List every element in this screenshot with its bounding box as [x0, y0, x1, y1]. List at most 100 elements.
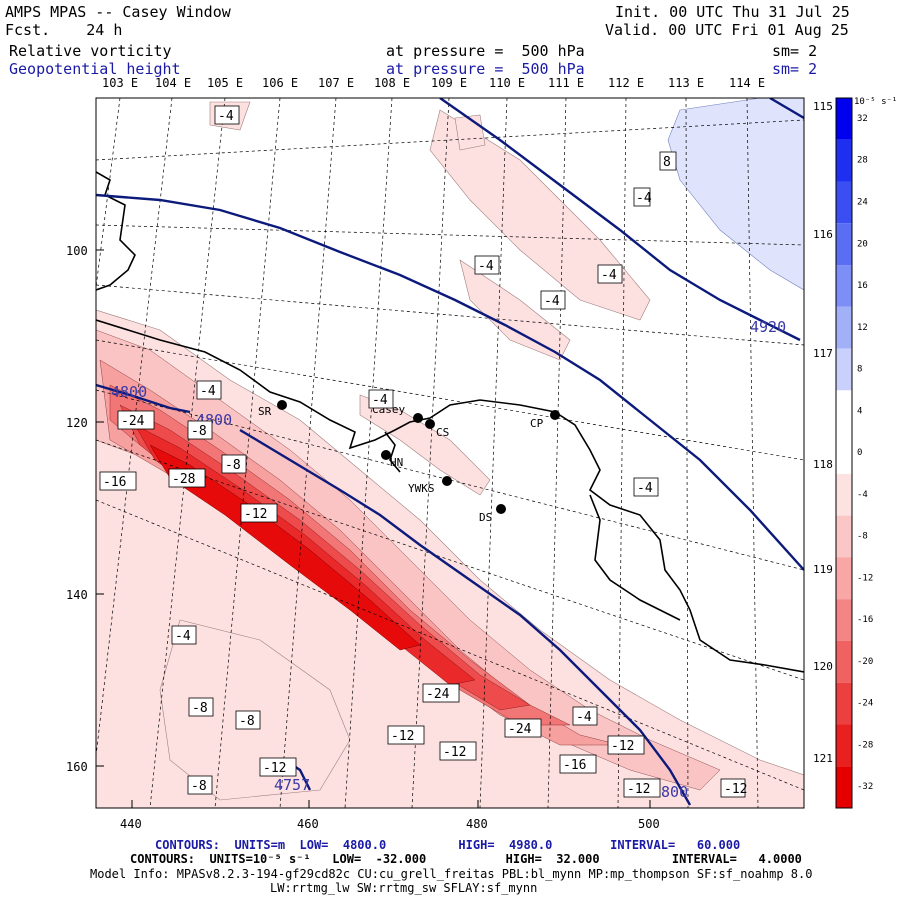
vorticity-labels: -4 8 -4 -4 -4 -4 -4 -4 -4 -24 -8 -8 -16 … [99, 105, 747, 798]
station-ds [496, 504, 506, 514]
colorbar-swatch [836, 557, 852, 600]
init-time: Init. 00 UTC Thu 31 Jul 25 [615, 3, 850, 21]
colorbar-swatch [836, 306, 852, 349]
svg-text:120: 120 [66, 416, 88, 430]
lon-label-103: 103 E [102, 76, 139, 90]
lon-label-113: 113 E [668, 76, 705, 90]
lon-label-111: 111 E [548, 76, 585, 90]
vorticity-fill-upper [429, 109, 651, 321]
svg-text:-24: -24 [426, 687, 450, 702]
svg-text:-12: -12 [263, 761, 286, 776]
station-markers [277, 400, 560, 514]
valid-time: Valid. 00 UTC Fri 01 Aug 25 [605, 21, 849, 39]
colorbar-label: 20 [857, 239, 868, 249]
colorbar-label: 4 [857, 406, 862, 416]
height-label-4800-c: 4800 [652, 783, 688, 801]
lon-label-110: 110 E [489, 76, 526, 90]
svg-text:440: 440 [120, 817, 142, 831]
lon-label-108: 108 E [374, 76, 411, 90]
colorbar-swatch [836, 348, 852, 391]
station-label-cs: CS [436, 426, 449, 439]
svg-text:-4: -4 [576, 710, 592, 725]
colorbar-swatch [836, 265, 852, 307]
colorbar-swatch [836, 139, 852, 182]
colorbar-label: 12 [857, 323, 868, 333]
lat-lon-grid [96, 98, 804, 808]
colorbar-label: -8 [857, 532, 868, 542]
svg-text:-16: -16 [103, 475, 126, 490]
colorbar-label: 16 [857, 281, 868, 291]
height-label-4757: 4757 [274, 776, 310, 794]
svg-text:100: 100 [66, 244, 88, 258]
colorbar-swatch [836, 432, 852, 474]
svg-text:-28: -28 [172, 472, 195, 487]
plot-area: SR Casey CS HN YWKS DS CP 4800 4800 4920… [96, 98, 804, 808]
svg-text:-4: -4 [601, 268, 617, 283]
colorbar-label: -24 [857, 699, 873, 709]
svg-text:-4: -4 [637, 481, 653, 496]
svg-text:-8: -8 [239, 714, 255, 729]
colorbar-label: 8 [857, 365, 862, 375]
station-cp [550, 410, 560, 420]
svg-text:-4: -4 [218, 109, 234, 124]
svg-text:8: 8 [663, 155, 671, 170]
height-contour-info: CONTOURS: UNITS=m LOW= 4800.0 HIGH= 4980… [155, 838, 741, 852]
lon-label-112: 112 E [608, 76, 645, 90]
colorbar-label: 32 [857, 114, 868, 124]
station-label-ds: DS [479, 511, 492, 524]
svg-text:-4: -4 [544, 294, 560, 309]
lon-label-105: 105 E [207, 76, 244, 90]
height-labels: 4800 4800 4920 4757 4800 [111, 318, 786, 801]
colorbar-swatch [836, 599, 852, 641]
lon-label-114: 114 E [729, 76, 766, 90]
svg-text:-8: -8 [225, 458, 241, 473]
height-contours [96, 98, 804, 806]
station-label-hn: HN [390, 456, 403, 469]
vorticity-fill-light-2 [159, 619, 351, 801]
station-label-ywks: YWKS [408, 482, 435, 495]
svg-text:-12: -12 [443, 745, 466, 760]
svg-text:-12: -12 [391, 729, 414, 744]
forecast-hour: Fcst. 24 h [5, 21, 123, 39]
colorbar-swatch [836, 223, 852, 266]
svg-text:160: 160 [66, 760, 88, 774]
vorticity-fill-upper-2 [459, 259, 571, 361]
y-tick-labels: 100 120 140 160 [66, 244, 88, 774]
model-info: Model Info: MPASv8.2.3-194-gf29cd82c CU:… [90, 867, 813, 881]
pressure-level-vorticity: at pressure = 500 hPa [386, 42, 585, 60]
svg-text:-16: -16 [563, 758, 586, 773]
colorbar-label: -28 [857, 740, 873, 750]
colorbar-swatch [836, 640, 852, 683]
model-physics-info: LW:rrtmg_lw SW:rrtmg_sw SFLAY:sf_mynn [270, 881, 538, 895]
vorticity-contour-info: CONTOURS: UNITS=10⁻⁵ s⁻¹ LOW= -32.000 HI… [130, 852, 802, 866]
lon-label-107: 107 E [318, 76, 355, 90]
coastline [96, 171, 804, 673]
colorbar-swatch [836, 473, 852, 516]
colorbar-label: 0 [857, 448, 862, 458]
station-hn [381, 450, 391, 460]
svg-text:-4: -4 [372, 393, 388, 408]
station-labels: SR Casey CS HN YWKS DS CP [258, 403, 544, 524]
svg-text:-4: -4 [175, 629, 191, 644]
station-label-sr: SR [258, 405, 272, 418]
svg-text:-12: -12 [724, 782, 747, 797]
svg-text:480: 480 [466, 817, 488, 831]
svg-text:-12: -12 [627, 782, 650, 797]
colorbar-swatch [836, 766, 852, 808]
field-name-height: Geopotential height [9, 60, 181, 78]
svg-text:-24: -24 [508, 722, 532, 737]
svg-text:-24: -24 [121, 414, 145, 429]
colorbar-label: -16 [857, 615, 873, 625]
station-cs [425, 419, 435, 429]
colorbar-label: 28 [857, 156, 868, 166]
svg-text:-12: -12 [244, 507, 267, 522]
colorbar-label: -4 [857, 490, 868, 500]
lon-label-104: 104 E [155, 76, 192, 90]
vorticity-fill-28 [149, 444, 421, 651]
svg-text:140: 140 [66, 588, 88, 602]
colorbar-swatch [836, 98, 852, 140]
station-ywks [442, 476, 452, 486]
svg-text:-8: -8 [192, 701, 208, 716]
colorbar-swatch [836, 682, 852, 725]
